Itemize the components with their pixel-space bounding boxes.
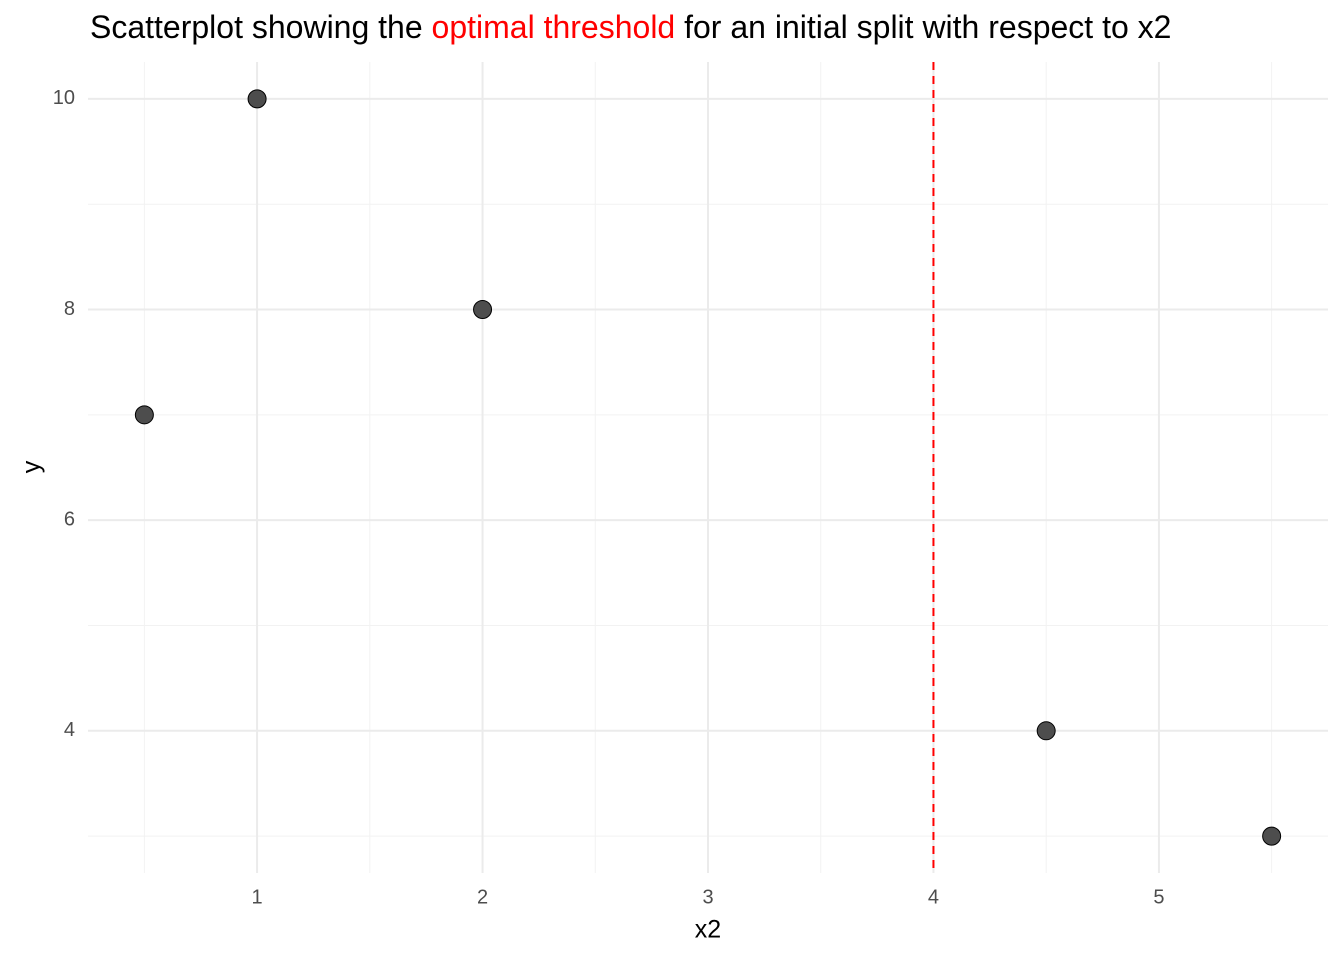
x-tick-label: 1 xyxy=(252,886,263,908)
y-tick-label: 4 xyxy=(64,719,75,741)
y-axis-title: y xyxy=(18,460,46,473)
y-tick-label: 6 xyxy=(64,508,75,530)
x-axis-title: x2 xyxy=(695,916,721,944)
point xyxy=(473,300,493,320)
x-tick-label: 2 xyxy=(477,886,488,908)
point xyxy=(1262,826,1282,846)
chart-title: Scatterplot showing the optimal threshol… xyxy=(90,9,1171,45)
x-tick-label: 3 xyxy=(702,886,713,908)
y-tick-label: 8 xyxy=(64,298,75,320)
point xyxy=(247,89,267,109)
x-tick-label: 5 xyxy=(1153,886,1164,908)
title-part: optimal threshold xyxy=(432,9,676,45)
point xyxy=(1036,721,1056,741)
title-part: for an initial split with respect to x2 xyxy=(675,9,1171,45)
x-tick-label: 4 xyxy=(928,886,939,908)
y-tick-label: 10 xyxy=(53,87,75,109)
title-part: Scatterplot showing the xyxy=(90,9,432,45)
point xyxy=(134,405,154,425)
